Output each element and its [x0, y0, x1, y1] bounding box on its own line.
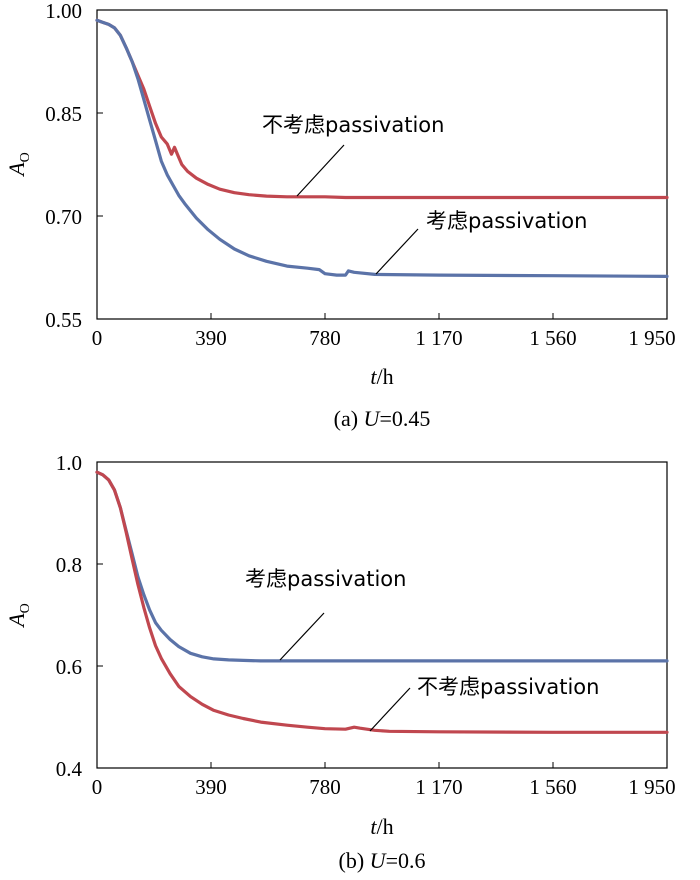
chart-a-xtick-label: 0: [92, 326, 103, 350]
chart-a-xtick-label: 390: [195, 326, 227, 350]
chart-a-xtick-label: 1 170: [415, 326, 462, 350]
chart-b-xlabel-unit: /h: [377, 814, 394, 839]
chart-a-ytick-label: 0.70: [45, 205, 82, 229]
chart-a-plot-frame: [96, 9, 668, 320]
chart-a-ylabel: AO: [4, 152, 33, 178]
chart-b-ylabel-sub: O: [18, 603, 33, 613]
chart-a-ytick-label: 0.85: [45, 102, 82, 126]
chart-b-plot-frame: [96, 461, 668, 769]
chart-a-caption-prefix: (a): [334, 406, 364, 431]
chart-b-caption-var: U: [370, 848, 388, 873]
chart-b-ylabel: AO: [4, 603, 33, 629]
chart-b-ticks: [96, 461, 668, 769]
chart-b-annotation-leader: [279, 612, 325, 661]
chart-a-ylabel-main: A: [4, 162, 29, 178]
chart-b-ytick-label: 0.4: [56, 757, 83, 781]
chart-b-caption: (b) U=0.6: [339, 848, 426, 873]
chart-b-series-line-no-passivation: [95, 470, 669, 734]
chart-b-ylabel-main: A: [4, 613, 29, 629]
chart-a-annotation-leader: [296, 144, 345, 197]
chart-a-caption: (a) U=0.45: [334, 406, 431, 431]
chart-b-ylabel-text: AO: [4, 603, 33, 629]
chart-a: 0.55 0.70 0.85 1.00 0 390 780 1 170 1 56…: [4, 0, 676, 431]
chart-b-xtick-label: 1 560: [529, 775, 576, 799]
chart-a-series-line-no-passivation: [95, 18, 669, 200]
chart-a-ticks: [96, 9, 668, 320]
chart-b-xtick-label: 1 170: [415, 775, 462, 799]
chart-a-annotation-no-passivation: 不考虑passivation: [262, 113, 444, 137]
chart-b-caption-value: =0.6: [386, 848, 426, 873]
chart-a-caption-value: =0.45: [379, 406, 430, 431]
chart-a-xlabel-unit: /h: [377, 364, 394, 389]
chart-a-xtick-label: 780: [309, 326, 341, 350]
chart-a-xlabel: t/h: [370, 364, 393, 389]
chart-a-ylabel-text: AO: [4, 152, 33, 178]
chart-b-xlabel-var: t: [370, 814, 377, 839]
chart-b-xtick-label: 0: [92, 775, 103, 799]
chart-a-xtick-label: 1 560: [529, 326, 576, 350]
chart-b-xtick-label: 390: [195, 775, 227, 799]
chart-a-series-line-passivation: [95, 18, 669, 278]
chart-a-xtick-label: 1 950: [628, 326, 675, 350]
chart-b-annotation-passivation: 考虑passivation: [245, 567, 406, 591]
chart-b-ytick-label: 1.0: [56, 451, 82, 475]
chart-b-xtick-label: 780: [309, 775, 341, 799]
chart-b: 0.4 0.6 0.8 1.0 0 390 780 1 170 1 560 1 …: [4, 451, 676, 873]
chart-a-caption-var: U: [364, 406, 382, 431]
chart-b-annotation-leader: [369, 687, 411, 732]
chart-b-ytick-label: 0.8: [56, 553, 82, 577]
chart-a-ytick-label: 0.55: [45, 308, 82, 332]
chart-b-annotation-no-passivation: 不考虑passivation: [417, 675, 599, 699]
chart-b-caption-prefix: (b): [339, 848, 370, 873]
chart-a-annotation-passivation: 考虑passivation: [426, 209, 587, 233]
chart-b-xlabel: t/h: [370, 814, 393, 839]
chart-a-ylabel-sub: O: [18, 152, 33, 162]
chart-a-ytick-label: 1.00: [45, 0, 82, 23]
chart-a-annotation-leader: [375, 228, 419, 275]
chart-a-xlabel-var: t: [370, 364, 377, 389]
chart-b-ytick-label: 0.6: [56, 655, 82, 679]
chart-b-xtick-label: 1 950: [628, 775, 675, 799]
